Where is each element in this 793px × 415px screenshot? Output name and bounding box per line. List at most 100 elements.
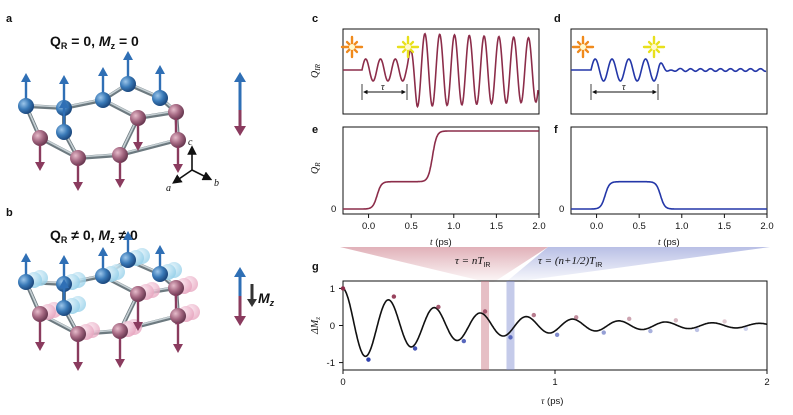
spin-up-head <box>59 75 69 84</box>
xtick-label: 0.5 <box>405 221 418 232</box>
xtick-label: 1.0 <box>447 221 460 232</box>
ytick-label: -1 <box>327 358 335 369</box>
atom-pink <box>112 323 128 339</box>
spin-down-head <box>115 359 125 368</box>
lattice-a <box>18 51 186 191</box>
atom-blue <box>18 98 34 114</box>
spin-up-head <box>59 99 69 108</box>
atom-pink <box>70 150 86 166</box>
xtick-label: 0.5 <box>633 221 646 232</box>
panel-f-xlabel: t (ps) <box>658 237 680 248</box>
series-e <box>343 130 539 210</box>
panel-e-ylabel: QR <box>310 162 322 174</box>
pulse-stars-d <box>571 35 666 59</box>
tau-label-c: τ <box>381 82 385 93</box>
atom-blue <box>18 274 34 290</box>
panel-e-ytick: 0 <box>331 204 336 215</box>
spin-up-head <box>123 51 133 60</box>
xticks-e: 0.0 0.5 1.0 1.5 2.0 <box>362 214 546 232</box>
xtick-label: 2.0 <box>760 221 773 232</box>
label-half-tir: τ = (n+1/2)TIR <box>538 255 602 269</box>
spin-down-head <box>133 322 143 331</box>
spin-up-head <box>155 65 165 74</box>
star-core <box>580 44 586 50</box>
panel-g-frame <box>342 280 768 371</box>
data-point-red <box>627 316 632 322</box>
spin-down-head <box>115 179 125 188</box>
panel-b-title: QR ≠ 0, Mz ≠ 0 <box>50 227 138 245</box>
atom-pink <box>130 110 146 126</box>
tau-arrow-c: τ <box>361 82 408 100</box>
atom-pink <box>170 132 186 148</box>
spin-up-head <box>21 73 31 82</box>
crystal-axes: c a b <box>166 137 219 194</box>
tau-label-d: τ <box>622 82 626 93</box>
panel-a-title: QR = 0, Mz = 0 <box>50 33 139 51</box>
spin-down-head <box>173 164 183 173</box>
ytick-label: 0 <box>330 321 335 332</box>
atom-pink <box>130 286 146 302</box>
atom-blue <box>56 300 72 316</box>
fan-blue <box>506 247 770 282</box>
panel-label-d: d <box>554 13 561 25</box>
atom-pink <box>70 326 86 342</box>
ytick-label: 1 <box>330 284 335 295</box>
data-point-blue <box>412 346 418 351</box>
spin-legend-b: Mz <box>234 267 275 326</box>
bond-highlight <box>119 138 179 155</box>
data-point-red <box>722 319 727 324</box>
spin-up-head <box>155 245 165 254</box>
xticks-f: 0.0 0.5 1.0 1.5 2.0 <box>590 214 774 232</box>
axis-a: a <box>166 183 171 194</box>
xtick-label: 2.0 <box>532 221 545 232</box>
data-point-red <box>436 304 441 310</box>
spin-up-head <box>59 279 69 288</box>
data-point-blue <box>743 326 748 332</box>
spin-up-head <box>123 231 133 240</box>
points-g <box>340 286 748 362</box>
xtick-label: 1 <box>552 377 557 388</box>
label-n-tir: τ = nTIR <box>455 255 490 269</box>
xtick-label: 1.5 <box>718 221 731 232</box>
atom-blue <box>120 252 136 268</box>
pump-star-2 <box>642 35 666 59</box>
spin-down-head <box>133 142 143 151</box>
panel-label-c: c <box>312 13 318 25</box>
data-point-blue <box>366 357 371 362</box>
axis-c: c <box>188 137 193 148</box>
panel-label-b: b <box>6 207 13 219</box>
data-point-blue <box>508 335 513 340</box>
panel-d-frame <box>570 28 768 115</box>
xtick-label: 0.0 <box>590 221 603 232</box>
atom-blue <box>95 92 111 108</box>
lattice-b <box>18 231 200 371</box>
pump-star-2 <box>396 35 420 59</box>
panel-g-ylabel: ΔMz <box>310 317 322 335</box>
star-core <box>349 44 355 50</box>
spin-up-head <box>98 247 108 256</box>
series-d <box>571 58 767 82</box>
data-point-blue <box>601 330 606 335</box>
panel-c-ylabel: QIR <box>310 63 322 78</box>
spin-down-head <box>173 344 183 353</box>
spin-down-head <box>35 342 45 351</box>
atom-pink <box>168 104 184 120</box>
series-c <box>343 32 539 109</box>
xtick-label: 2 <box>764 377 769 388</box>
series-f <box>571 180 767 210</box>
panel-f-ytick: 0 <box>559 204 564 215</box>
atom-blue <box>56 124 72 140</box>
tau-arrow-d: τ <box>590 82 659 100</box>
xtick-label: 1.5 <box>490 221 503 232</box>
atom-blue <box>95 268 111 284</box>
xtick-label: 0.0 <box>362 221 375 232</box>
panel-label-f: f <box>554 124 558 136</box>
spin-legend-a <box>234 72 246 136</box>
panel-label-a: a <box>6 13 13 25</box>
data-point-red <box>673 318 679 323</box>
spin-down-head <box>73 182 83 191</box>
data-point-red <box>574 315 579 320</box>
panel-e-frame <box>342 126 540 215</box>
axis-b: b <box>214 178 219 189</box>
